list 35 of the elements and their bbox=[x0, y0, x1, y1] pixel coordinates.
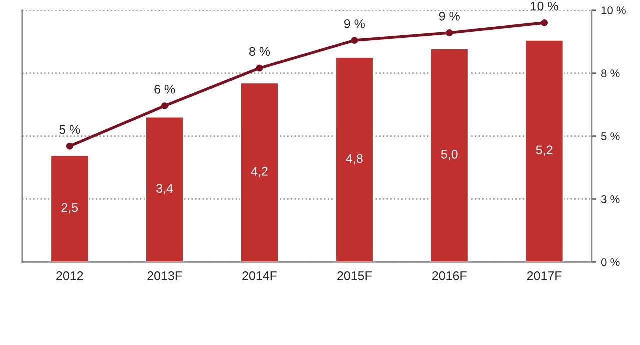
data-label: 4,8 bbox=[346, 154, 363, 165]
bar bbox=[334, 56, 374, 262]
x-tick-label: 2016F bbox=[432, 272, 467, 280]
data-label: 4,2 bbox=[251, 167, 268, 178]
data-label: 5,0 bbox=[441, 150, 458, 160]
point bbox=[66, 142, 74, 150]
y2-tick-label: 8 % bbox=[602, 70, 620, 78]
bar bbox=[145, 116, 184, 262]
bar bbox=[50, 154, 90, 262]
data-label: 9 % bbox=[344, 20, 365, 28]
y2-tick-label: 5 % bbox=[601, 132, 620, 140]
y2-tick-label: 0 % bbox=[601, 258, 620, 266]
x-tick-label: 2012 bbox=[56, 272, 84, 280]
x-tick-label: 2013F bbox=[148, 272, 182, 280]
y2-tick-label: 3 % bbox=[601, 196, 620, 204]
bar bbox=[524, 40, 564, 262]
point bbox=[541, 19, 548, 26]
bar bbox=[430, 48, 470, 262]
point bbox=[161, 102, 168, 110]
bar bbox=[240, 82, 280, 262]
data-label: 5 % bbox=[60, 125, 80, 134]
data-label: 6 % bbox=[154, 85, 176, 94]
data-label: 3,4 bbox=[156, 184, 174, 194]
data-label: 8 % bbox=[250, 47, 270, 56]
x-tick-label: 2014F bbox=[242, 272, 277, 280]
point bbox=[256, 64, 264, 72]
data-label: 10 % bbox=[531, 2, 558, 11]
data-label: 5,2 bbox=[536, 146, 553, 156]
y2-tick-label: 10 % bbox=[602, 6, 626, 14]
x-tick-label: 2017F bbox=[527, 272, 562, 280]
data-label: 2,5 bbox=[62, 203, 78, 214]
data-label: 9 % bbox=[439, 12, 460, 21]
point bbox=[446, 30, 454, 36]
x-tick-label: 2015F bbox=[338, 272, 372, 280]
point bbox=[351, 37, 358, 44]
